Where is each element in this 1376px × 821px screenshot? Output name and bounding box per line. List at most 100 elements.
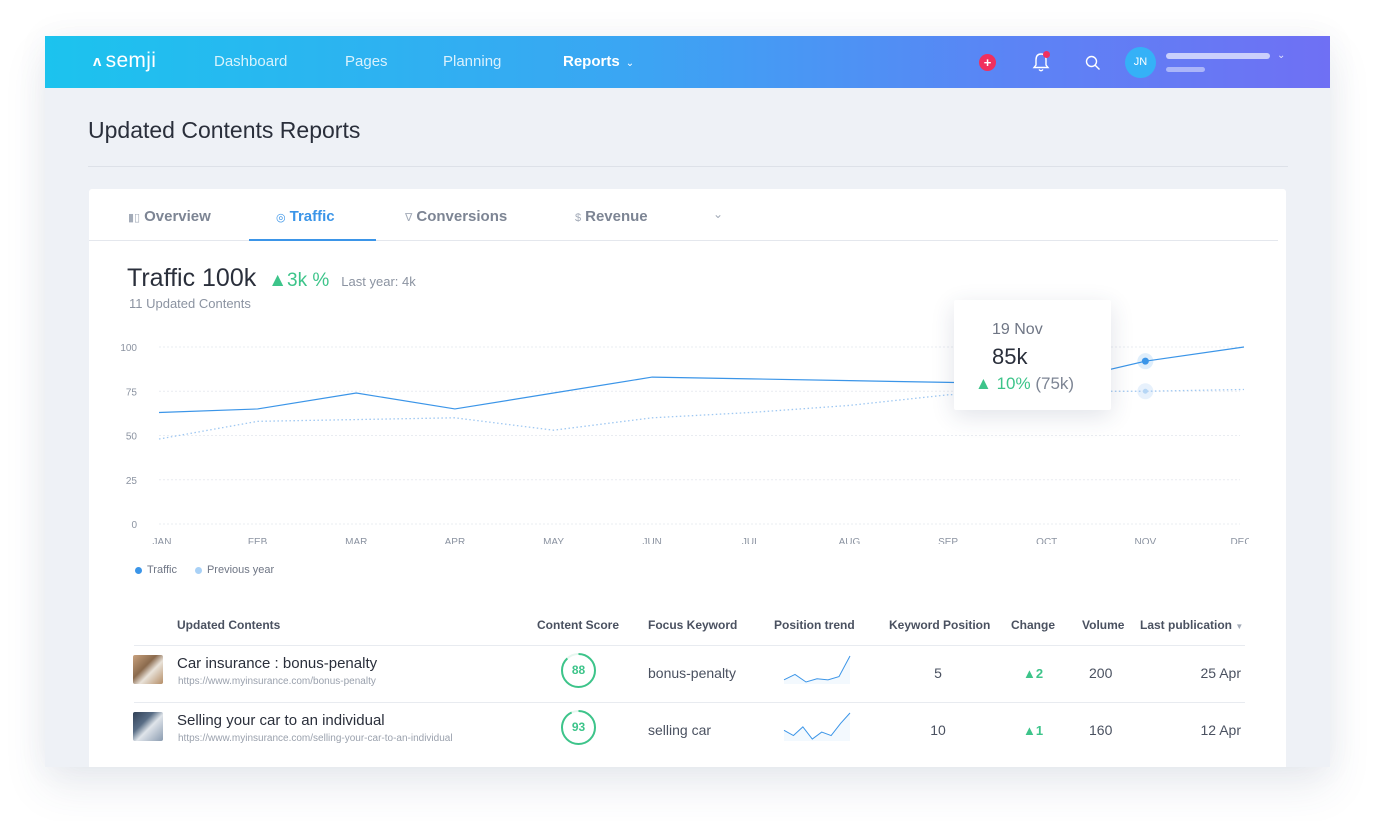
x-tick-label: DEC: [1230, 537, 1249, 544]
logo-mark-icon: ʌ: [93, 52, 102, 70]
column-header-updated-contents[interactable]: Updated Contents: [177, 618, 281, 632]
search-button[interactable]: [1085, 55, 1101, 71]
eye-icon: ◎: [276, 212, 286, 224]
focus-keyword: selling car: [648, 722, 712, 738]
dollar-icon: $: [575, 212, 582, 224]
logo-text: semji: [105, 49, 157, 72]
content-url[interactable]: https://www.myinsurance.com/selling-your…: [178, 733, 453, 744]
content-score-value: 88: [571, 663, 586, 677]
report-tabs: ▮▯ Overview ◎ Traffic ∇ Conversions $ Revenu…: [89, 189, 1278, 241]
traffic-highlight-point: [1141, 357, 1149, 365]
column-header-change[interactable]: Change: [1011, 618, 1056, 632]
content-thumbnail: [133, 712, 163, 741]
traffic-change: ▲3k %: [268, 270, 329, 292]
column-header-volume[interactable]: Volume: [1082, 618, 1125, 632]
column-header-last-publication[interactable]: Last publication ▼: [1140, 618, 1243, 632]
plus-icon: +: [983, 55, 992, 70]
traffic-summary: Traffic 100k ▲3k % Last year: 4k: [127, 264, 416, 293]
sparkline-area: [784, 713, 850, 741]
divider: [88, 166, 1288, 167]
chart-tooltip: 19 Nov 85k ▲ 10% (75k): [954, 300, 1111, 410]
more-tabs-chevron-icon[interactable]: ⌄: [713, 207, 724, 221]
traffic-total: Traffic 100k: [127, 264, 257, 292]
tooltip-date: 19 Nov: [992, 321, 1043, 338]
tooltip-previous-value: (75k): [1035, 374, 1075, 393]
column-header-content-score[interactable]: Content Score: [537, 618, 620, 632]
x-tick-label: SEP: [938, 537, 958, 544]
x-tick-label: JUN: [642, 537, 661, 544]
up-arrow-icon: ▲: [975, 374, 992, 393]
x-tick-label: JUL: [742, 537, 760, 544]
divider: [134, 645, 1245, 646]
column-header-focus-keyword[interactable]: Focus Keyword: [648, 618, 738, 632]
nav-planning[interactable]: Planning: [443, 53, 502, 70]
tab-traffic[interactable]: ◎ Traffic: [276, 208, 335, 225]
tooltip-change-value: 10%: [996, 374, 1031, 393]
content-title[interactable]: Selling your car to an individual: [177, 712, 385, 729]
tooltip-value: 85k: [992, 344, 1028, 369]
tab-revenue-label: Revenue: [585, 208, 648, 225]
content-title[interactable]: Car insurance : bonus-penalty: [177, 655, 378, 672]
tab-conversions-label: Conversions: [416, 208, 508, 225]
tab-conversions[interactable]: ∇ Conversions: [405, 208, 507, 225]
content-score-badge: 88: [560, 652, 597, 689]
add-button[interactable]: +: [979, 54, 996, 71]
traffic-change-value: 3k %: [287, 270, 330, 291]
nav-reports[interactable]: Reports ⌄: [563, 53, 634, 70]
content-score-badge: 93: [560, 709, 597, 746]
score-ring-progress: [561, 653, 596, 688]
chart-legend: Traffic Previous year: [135, 564, 274, 576]
column-header-last-publication-label: Last publication: [1140, 618, 1233, 632]
page-title: Updated Contents Reports: [88, 117, 361, 143]
last-publication-date: 25 Apr: [1200, 665, 1241, 681]
semji-logo[interactable]: ʌ semji: [93, 49, 156, 73]
user-menu-chevron-icon[interactable]: ⌄: [1277, 50, 1286, 61]
tab-overview[interactable]: ▮▯ Overview: [128, 208, 211, 225]
table-row[interactable]: Selling your car to an individual https:…: [89, 703, 1286, 759]
x-tick-label: JAN: [153, 537, 172, 544]
content-thumbnail: [133, 655, 163, 684]
x-tick-label: AUG: [839, 537, 861, 544]
legend-label: Previous year: [206, 564, 275, 576]
content-url[interactable]: https://www.myinsurance.com/bonus-penalt…: [178, 676, 376, 687]
nav-dashboard[interactable]: Dashboard: [214, 53, 288, 70]
position-change: ▲1: [1023, 723, 1044, 738]
sort-desc-icon: ▼: [1235, 622, 1244, 631]
bar-chart-icon: ▮▯: [128, 212, 141, 224]
last-publication-date: 12 Apr: [1200, 722, 1241, 738]
user-role-placeholder: [1166, 67, 1205, 72]
search-volume: 160: [1089, 722, 1113, 738]
legend-swatch: [135, 566, 142, 574]
table-row[interactable]: Car insurance : bonus-penalty https://ww…: [89, 646, 1286, 702]
column-header-position-trend[interactable]: Position trend: [774, 618, 855, 632]
traffic-subtitle: 11 Updated Contents: [129, 296, 251, 311]
top-navigation-bar: ʌ semji Dashboard Pages Planning Reports…: [45, 36, 1330, 88]
report-card: ▮▯ Overview ◎ Traffic ∇ Conversions $ Revenu…: [89, 189, 1286, 767]
active-tab-indicator: [249, 239, 376, 241]
sparkline-area: [784, 656, 850, 684]
y-tick-label: 0: [131, 520, 137, 531]
legend-label: Traffic: [147, 564, 177, 576]
x-tick-label: OCT: [1036, 537, 1057, 544]
position-trend-sparkline: [783, 712, 851, 741]
tab-traffic-label: Traffic: [289, 208, 335, 225]
legend-item-traffic[interactable]: Traffic: [135, 564, 177, 576]
tab-overview-label: Overview: [144, 208, 211, 225]
legend-item-previous-year[interactable]: Previous year: [194, 564, 275, 576]
column-header-keyword-position[interactable]: Keyword Position: [889, 618, 991, 632]
sparkline-line: [783, 655, 851, 683]
notifications-button[interactable]: [1031, 51, 1051, 73]
x-tick-label: FEB: [248, 537, 268, 544]
traffic-last-year: Last year: 4k: [341, 274, 416, 289]
user-avatar[interactable]: JN: [1125, 47, 1156, 78]
x-tick-label: NOV: [1135, 537, 1157, 544]
y-tick-label: 25: [126, 476, 138, 487]
tab-revenue[interactable]: $ Revenue: [575, 208, 648, 225]
position-change: ▲2: [1023, 666, 1044, 681]
x-tick-label: APR: [445, 537, 466, 544]
table-header: Updated Contents Content Score Focus Key…: [89, 618, 1286, 646]
focus-keyword: bonus-penalty: [648, 665, 736, 681]
nav-pages[interactable]: Pages: [345, 53, 388, 70]
chevron-down-icon: ⌄: [625, 58, 635, 69]
position-trend-sparkline: [783, 655, 851, 684]
